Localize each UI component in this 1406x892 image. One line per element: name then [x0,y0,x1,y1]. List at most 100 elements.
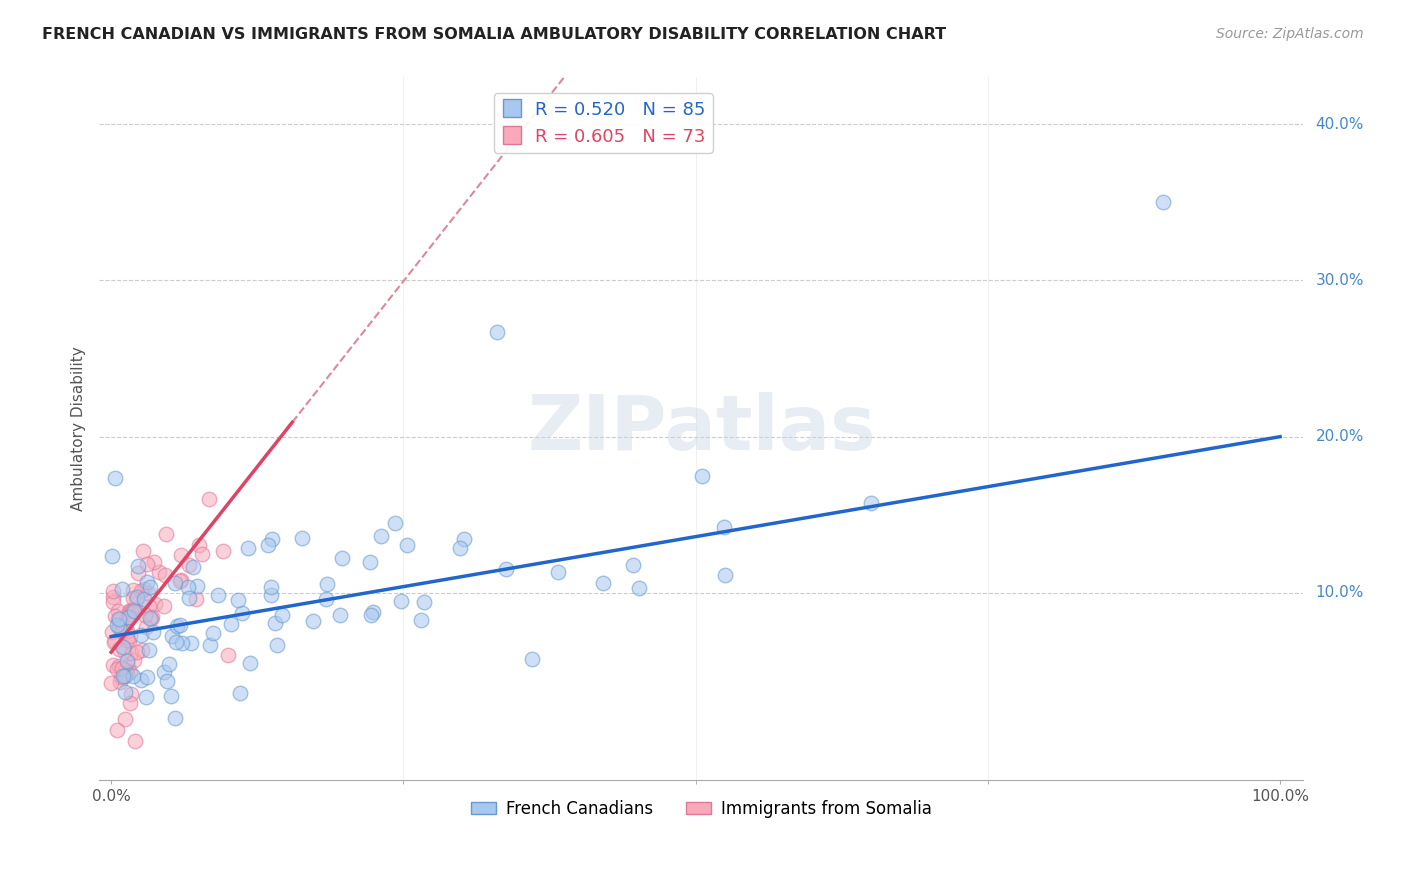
Point [264,615,287,630]
Point [157,657,180,672]
Point [111,640,134,654]
Point [271,607,294,622]
Y-axis label: Ambulatory Disability: Ambulatory Disability [72,346,86,511]
Point [260,588,283,602]
Point [166,619,188,633]
Point [170,548,193,562]
Point [621,558,644,572]
Point [359,555,381,569]
Point [148,566,170,580]
Point [120,602,142,616]
Point [101,549,124,564]
Point [105,662,128,676]
Point [138,599,160,613]
Point [115,610,138,624]
Point [105,618,128,632]
Point [191,548,214,562]
Point [135,690,157,704]
Point [135,574,157,589]
Point [714,567,737,582]
Point [260,580,283,594]
Point [107,658,129,673]
Point [200,638,222,652]
Point [110,622,132,636]
Point [115,633,138,648]
Point [132,592,155,607]
Point [180,636,202,650]
Point [384,516,406,530]
Point [153,567,176,582]
Point [183,560,205,574]
Point [142,625,165,640]
Point [198,491,221,506]
Point [413,595,436,609]
Point [713,520,735,534]
Point [110,670,132,684]
Point [104,609,127,624]
Point [169,618,191,632]
Point [118,633,141,648]
Point [136,557,159,571]
Point [120,687,142,701]
Point [124,601,146,615]
Point [114,668,136,682]
Point [118,607,141,622]
Point [165,635,187,649]
Point [520,652,543,666]
Point [131,643,153,657]
Point [211,544,233,558]
Point [138,642,160,657]
Point [453,532,475,546]
Point [107,604,129,618]
Point [139,612,162,626]
Point [592,576,614,591]
Point [389,593,412,607]
Point [120,646,142,660]
Point [163,576,186,591]
Point [117,659,139,673]
Point [115,624,138,639]
Point [135,620,157,634]
Point [302,614,325,628]
Point [118,610,141,624]
Point [125,591,148,606]
Text: 10.0%: 10.0% [1316,585,1364,600]
Point [547,566,569,580]
Point [114,712,136,726]
Point [329,607,352,622]
Point [103,590,125,604]
Point [110,582,132,597]
Point [107,612,129,626]
Point [485,325,508,339]
Point [121,582,143,597]
Point [134,608,156,623]
Point [449,541,471,555]
Point [122,653,145,667]
Point [315,592,337,607]
Point [121,591,143,605]
Point [118,604,141,618]
Point [103,658,125,673]
Point [111,624,134,638]
Point [239,656,262,670]
Point [495,562,517,576]
Point [127,591,149,605]
Point [112,643,135,657]
Point [108,641,131,656]
Point [132,544,155,558]
Point [104,471,127,485]
Point [103,634,125,648]
Point [219,616,242,631]
Point [291,531,314,545]
Point [129,628,152,642]
Point [170,574,193,588]
Point [266,638,288,652]
Point [627,582,650,596]
Point [139,611,162,625]
Point [124,734,146,748]
Point [114,684,136,698]
Text: 30.0%: 30.0% [1316,273,1364,288]
Point [111,669,134,683]
Point [201,625,224,640]
Point [396,538,419,552]
